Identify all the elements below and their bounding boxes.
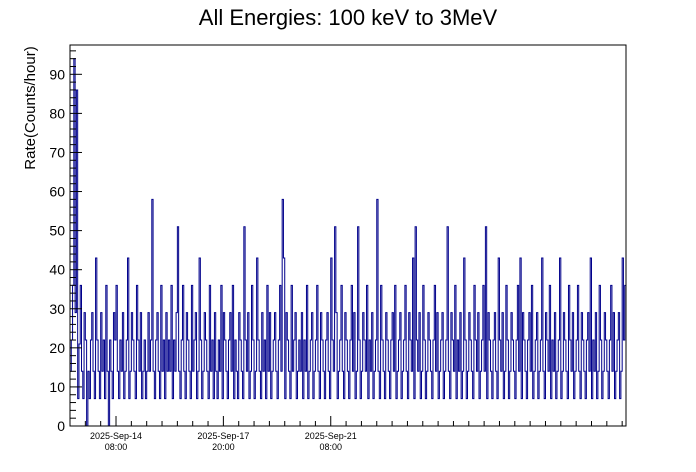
x-axis: 2025-Sep-1408:002025-Sep-1720:002025-Sep… [69,416,623,452]
y-axis-label: Rate(Counts/hour) [22,46,39,169]
x-tick-date: 2025-Sep-17 [197,431,249,441]
series-line-rate [69,58,627,427]
x-tick-date: 2025-Sep-14 [90,431,142,441]
x-tick-date: 2025-Sep-21 [305,431,357,441]
chart-title: All Energies: 100 keV to 3MeV [199,5,498,30]
y-tick-label: 90 [49,66,65,82]
x-tick-time: 08:00 [319,442,342,452]
y-tick-label: 50 [49,223,65,239]
y-tick-label: 70 [49,144,65,160]
y-tick-label: 20 [49,340,65,356]
y-axis: 0 10 20 30 40 50 60 70 80 90 [49,50,82,434]
plot-frame [69,44,627,427]
y-tick-label: 30 [49,301,65,317]
series-layer [69,58,627,427]
y-tick-label: 60 [49,184,65,200]
x-tick-time: 20:00 [212,442,235,452]
y-tick-label: 40 [49,262,65,278]
y-tick-label: 0 [57,418,65,434]
x-tick-time: 08:00 [105,442,128,452]
y-tick-label: 10 [49,379,65,395]
y-tick-label: 80 [49,105,65,121]
